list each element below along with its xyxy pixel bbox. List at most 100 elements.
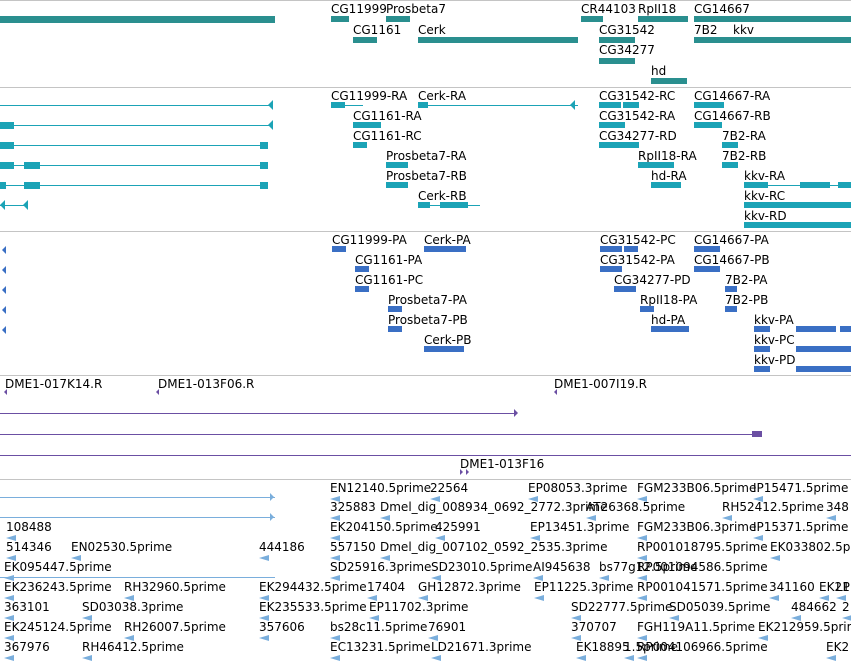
intron-line[interactable] <box>0 165 268 166</box>
feature-glyph[interactable] <box>260 182 268 189</box>
feature-label[interactable]: CG11999 <box>331 2 387 16</box>
est-label[interactable]: Dmel_dig_007102_0592_2535.3prime <box>380 540 608 554</box>
est-glyph[interactable] <box>431 655 441 661</box>
est-glyph[interactable] <box>330 635 340 641</box>
est-glyph[interactable] <box>71 555 81 561</box>
feature-label[interactable]: CG34277-RD <box>599 129 677 143</box>
feature-label[interactable]: CG1161-PA <box>355 253 423 267</box>
feature-label[interactable]: 7B2-PA <box>725 273 768 287</box>
feature-glyph[interactable] <box>24 162 40 169</box>
feature-glyph[interactable] <box>440 202 468 208</box>
est-label[interactable]: Dmel_dig_008934_0692_2772.3prime <box>380 500 608 514</box>
est-glyph[interactable] <box>571 635 581 641</box>
gene-glyph[interactable] <box>694 16 851 22</box>
feature-label[interactable]: Prosbeta7-RB <box>386 169 467 183</box>
feature-glyph[interactable] <box>0 122 14 129</box>
feature-label[interactable]: hd <box>651 64 667 78</box>
gene-glyph[interactable] <box>0 16 275 23</box>
feature-glyph[interactable] <box>694 102 724 108</box>
est-glyph[interactable] <box>367 595 377 601</box>
est-glyph[interactable] <box>124 635 134 641</box>
est-glyph[interactable] <box>259 635 269 641</box>
feature-label[interactable]: kkv-RC <box>744 189 786 203</box>
est-glyph[interactable] <box>753 535 763 541</box>
feature-label[interactable]: RpII18-RA <box>638 149 697 163</box>
feature-label[interactable]: Cerk-RA <box>418 89 467 103</box>
feature-label[interactable]: CG14667-RA <box>694 89 771 103</box>
est-glyph[interactable] <box>624 655 634 661</box>
est-label[interactable]: bs77g12.5prime <box>599 560 698 574</box>
est-glyph[interactable] <box>259 615 269 621</box>
est-label[interactable]: 348 <box>826 500 849 514</box>
feature-glyph[interactable] <box>694 266 720 272</box>
intron-line[interactable] <box>0 145 268 146</box>
est-glyph[interactable] <box>4 615 14 621</box>
est-glyph[interactable] <box>769 595 779 601</box>
est-glyph[interactable] <box>758 635 768 641</box>
feature-glyph[interactable] <box>800 182 830 188</box>
est-label[interactable]: 357606 <box>259 620 305 634</box>
feature-glyph[interactable] <box>388 326 402 332</box>
est-glyph[interactable] <box>330 655 340 661</box>
est-glyph[interactable] <box>435 535 445 541</box>
feature-label[interactable]: RpII18 <box>638 2 677 16</box>
est-label[interactable]: SD23010.5prime <box>431 560 533 574</box>
est-label[interactable]: EK294432.5prime <box>259 580 367 594</box>
est-label[interactable]: EK095447.5prime <box>4 560 112 574</box>
feature-glyph[interactable] <box>722 142 738 148</box>
intron-line[interactable] <box>0 413 514 414</box>
gene-glyph[interactable] <box>651 78 687 84</box>
est-glyph[interactable] <box>571 615 581 621</box>
est-label[interactable]: 363101 <box>4 600 50 614</box>
est-label[interactable]: EK204150.5prime <box>330 520 438 534</box>
est-glyph[interactable] <box>380 515 390 521</box>
est-glyph[interactable] <box>431 575 441 581</box>
intron-line[interactable] <box>0 434 752 435</box>
feature-glyph[interactable] <box>754 346 770 352</box>
feature-glyph[interactable] <box>386 182 408 188</box>
est-glyph[interactable] <box>124 595 134 601</box>
est-glyph[interactable] <box>637 635 647 641</box>
est-glyph[interactable] <box>753 496 763 502</box>
feature-label[interactable]: Prosbeta7-PB <box>388 313 468 327</box>
est-label[interactable]: EK18895 <box>576 640 630 654</box>
est-glyph[interactable] <box>533 575 543 581</box>
est-glyph[interactable] <box>836 595 846 601</box>
feature-label[interactable]: kkv-RD <box>744 209 787 223</box>
feature-label[interactable]: kkv-RA <box>744 169 786 183</box>
gene-glyph[interactable] <box>599 58 635 64</box>
feature-label[interactable]: CG1161 <box>353 23 402 37</box>
feature-label[interactable]: CG34277-PD <box>614 273 691 287</box>
est-label[interactable]: bs28c11.5prime <box>330 620 428 634</box>
est-glyph[interactable] <box>259 555 269 561</box>
est-glyph[interactable] <box>380 555 390 561</box>
feature-label[interactable]: Cerk-PB <box>424 333 472 347</box>
intron-line[interactable] <box>0 517 275 518</box>
feature-label[interactable]: Cerk-PA <box>424 233 471 247</box>
est-glyph[interactable] <box>599 575 609 581</box>
feature-label[interactable]: kkv-PA <box>754 313 794 327</box>
est-glyph[interactable] <box>637 496 647 502</box>
feature-glyph[interactable] <box>638 162 674 168</box>
est-glyph[interactable] <box>637 555 647 561</box>
feature-label[interactable]: hd-PA <box>651 313 686 327</box>
feature-label[interactable]: hd-RA <box>651 169 687 183</box>
feature-glyph[interactable] <box>722 162 738 168</box>
feature-label[interactable]: CG14667-RB <box>694 109 771 123</box>
est-glyph[interactable] <box>6 555 16 561</box>
est-label[interactable]: EK212959.5prime <box>758 620 851 634</box>
intron-line[interactable] <box>0 205 28 206</box>
est-label[interactable]: EC13231.5prime <box>330 640 431 654</box>
feature-glyph[interactable] <box>796 366 851 372</box>
feature-label[interactable]: CG31542-RC <box>599 89 676 103</box>
feature-glyph[interactable] <box>424 246 466 252</box>
est-label[interactable]: 22564 <box>430 481 469 495</box>
est-label[interactable]: 108488 <box>6 520 52 534</box>
feature-glyph[interactable] <box>355 266 369 272</box>
est-glyph[interactable] <box>576 655 586 661</box>
intron-line[interactable] <box>0 455 851 456</box>
est-label[interactable]: EN12140.5prime <box>330 481 432 495</box>
feature-glyph[interactable] <box>796 326 836 332</box>
est-label[interactable]: EK236243.5prime <box>4 580 112 594</box>
est-label[interactable]: FGM233B06.3prime <box>637 520 757 534</box>
